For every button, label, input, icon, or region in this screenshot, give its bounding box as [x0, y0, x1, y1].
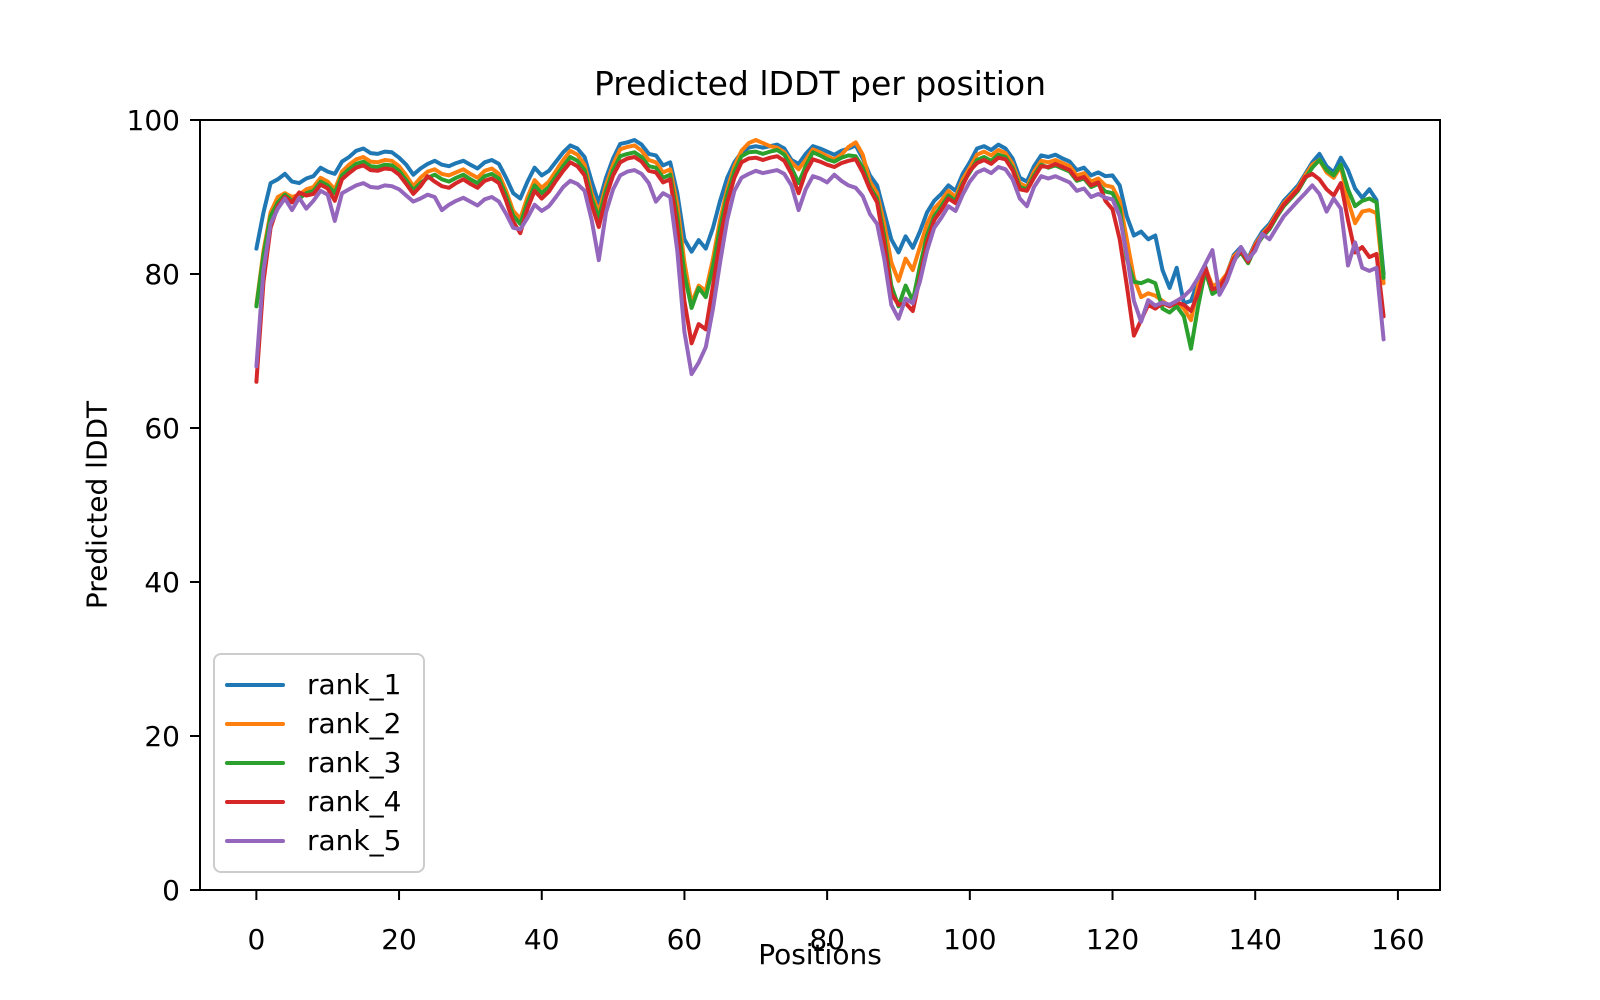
legend-item-rank-3: rank_3 — [225, 743, 423, 782]
x-tick-label: 100 — [943, 923, 996, 956]
legend-item-rank-2: rank_2 — [225, 704, 423, 743]
legend-line-swatch-rank-2 — [225, 721, 285, 726]
x-tick-label: 20 — [381, 923, 417, 956]
axes-spines — [199, 119, 1441, 891]
legend: rank_1 rank_2 rank_3 rank_4 rank_5 — [213, 653, 425, 873]
series-line-rank_3 — [254, 148, 1386, 351]
x-tick-label: 120 — [1086, 923, 1139, 956]
x-axis-label: Positions — [758, 938, 882, 971]
series-line-rank_4 — [254, 154, 1386, 384]
x-tick-label: 60 — [667, 923, 703, 956]
legend-label: rank_4 — [307, 785, 402, 819]
series-line-rank_1 — [254, 138, 1386, 306]
legend-item-rank-1: rank_1 — [225, 665, 423, 704]
x-tick-label: 80 — [809, 923, 845, 956]
series-line-rank_5 — [254, 165, 1386, 377]
chart-title: Predicted lDDT per position — [593, 64, 1047, 103]
y-tick-label: 20 — [144, 720, 180, 753]
legend-label: rank_5 — [307, 824, 402, 858]
legend-item-rank-4: rank_4 — [225, 783, 423, 822]
y-tick-label: 0 — [162, 874, 180, 907]
legend-label: rank_1 — [307, 667, 402, 701]
y-tick-label: 40 — [144, 566, 180, 599]
y-tick-label: 80 — [144, 258, 180, 291]
legend-line-swatch-rank-1 — [225, 682, 285, 687]
legend-item-rank-5: rank_5 — [225, 822, 423, 861]
x-tick-label: 0 — [247, 923, 265, 956]
x-tick-label: 140 — [1228, 923, 1281, 956]
x-tick-label: 160 — [1371, 923, 1424, 956]
legend-label: rank_2 — [307, 706, 402, 740]
y-axis-label: Predicted lDDT — [80, 400, 114, 610]
legend-line-swatch-rank-3 — [225, 761, 285, 765]
legend-label: rank_3 — [307, 746, 402, 779]
y-tick-label: 100 — [127, 104, 180, 137]
legend-line-swatch-rank-4 — [225, 800, 285, 805]
legend-line-swatch-rank-5 — [225, 839, 285, 844]
y-tick-label: 60 — [144, 412, 180, 445]
x-tick-label: 40 — [524, 923, 560, 956]
